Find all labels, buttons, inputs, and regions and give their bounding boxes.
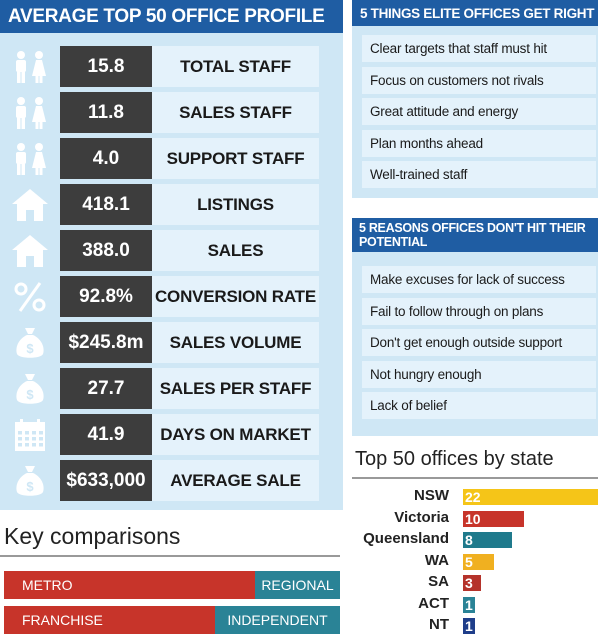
- stat-value: 92.8%: [60, 276, 152, 317]
- stat-row: 418.1 LISTINGS: [0, 184, 343, 225]
- reasons-item: Not hungry enough: [362, 360, 596, 388]
- stat-value: 41.9: [60, 414, 152, 455]
- stat-value: $633,000: [60, 460, 152, 501]
- key-comparisons-rule: [0, 555, 340, 557]
- chart-title-rule: [352, 477, 598, 479]
- elite-item: Great attitude and energy: [362, 98, 596, 125]
- independent-bar: INDEPENDENT: [215, 606, 340, 634]
- state-bar: 1: [463, 596, 475, 613]
- stat-label: AVERAGE SALE: [152, 460, 319, 501]
- stat-value: 388.0: [60, 230, 152, 271]
- stat-label: CONVERSION RATE: [152, 276, 319, 317]
- state-label: Victoria: [394, 508, 449, 526]
- elite-item: Well-trained staff: [362, 161, 596, 188]
- state-bar: 5: [463, 553, 494, 570]
- stat-row: $ 27.7 SALES PER STAFF: [0, 368, 343, 409]
- reasons-title-line2: POTENTIAL: [359, 235, 428, 249]
- stat-row: 11.8 SALES STAFF: [0, 92, 343, 133]
- elite-item: Plan months ahead: [362, 129, 596, 157]
- elite-item: Focus on customers not rivals: [362, 66, 596, 94]
- stat-label: TOTAL STAFF: [152, 46, 319, 87]
- state-label: WA: [424, 551, 449, 569]
- stat-value: 27.7: [60, 368, 152, 409]
- calendar-icon: [10, 418, 50, 452]
- stat-row: $ $633,000 AVERAGE SALE: [0, 460, 343, 501]
- people-icon: [10, 50, 50, 84]
- stat-value: 15.8: [60, 46, 152, 87]
- stat-row: 92.8% CONVERSION RATE: [0, 276, 343, 317]
- stat-label: SALES VOLUME: [152, 322, 319, 363]
- stat-row: 15.8 TOTAL STAFF: [0, 46, 343, 87]
- stat-label: LISTINGS: [152, 184, 319, 225]
- state-label: SA: [428, 573, 449, 590]
- state-bar-value: 10: [465, 510, 481, 527]
- house-icon: [10, 188, 50, 222]
- money-bag-icon: $: [10, 372, 50, 406]
- reasons-item: Lack of belief: [362, 392, 596, 419]
- state-bar: 8: [463, 532, 513, 548]
- reasons-item: Fail to follow through on plans: [362, 297, 596, 325]
- elite-item: Clear targets that staff must hit: [362, 35, 596, 62]
- state-bar: 3: [463, 575, 482, 591]
- reasons-item: Don't get enough outside support: [362, 329, 596, 356]
- metro-bar: METRO: [4, 571, 263, 599]
- stat-value: 4.0: [60, 138, 152, 179]
- stat-label: SUPPORT STAFF: [152, 138, 319, 179]
- reasons-title-line1: 5 REASONS OFFICES DON'T HIT THEIR: [359, 221, 586, 235]
- svg-text:$: $: [26, 387, 34, 402]
- state-label: NSW: [414, 487, 449, 504]
- people-icon: [10, 142, 50, 176]
- key-comparisons-title: Key comparisons: [4, 523, 181, 549]
- stat-row: 4.0 SUPPORT STAFF: [0, 138, 343, 179]
- house-icon: [10, 234, 50, 268]
- state-bar-value: 22: [465, 489, 481, 505]
- stat-row: $ $245.8m SALES VOLUME: [0, 322, 343, 363]
- state-bar-value: 3: [465, 575, 473, 591]
- percent-icon: [10, 280, 50, 314]
- regional-bar: REGIONAL: [255, 571, 340, 599]
- stat-row: 41.9 DAYS ON MARKET: [0, 414, 343, 455]
- state-bar-value: 8: [465, 532, 473, 548]
- state-bar: 22: [463, 489, 598, 505]
- stat-label: SALES: [152, 230, 319, 271]
- state-bar-value: 5: [465, 553, 473, 570]
- svg-text:$: $: [26, 341, 34, 356]
- stat-label: DAYS ON MARKET: [152, 414, 319, 455]
- reasons-panel-title: 5 REASONS OFFICES DON'T HIT THEIR POTENT…: [352, 218, 598, 252]
- franchise-bar: FRANCHISE: [4, 606, 224, 634]
- stat-label: SALES PER STAFF: [152, 368, 319, 409]
- state-bar: 10: [463, 510, 525, 527]
- stat-value: 11.8: [60, 92, 152, 133]
- svg-text:$: $: [26, 479, 34, 494]
- state-label: Queensland: [363, 530, 449, 547]
- elite-panel-title: 5 THINGS ELITE OFFICES GET RIGHT: [352, 0, 598, 26]
- office-profile-title: AVERAGE TOP 50 OFFICE PROFILE: [0, 0, 343, 33]
- stat-label: SALES STAFF: [152, 92, 319, 133]
- people-icon: [10, 96, 50, 130]
- state-bar-value: 1: [465, 618, 473, 634]
- stat-row: 388.0 SALES: [0, 230, 343, 271]
- stat-value: $245.8m: [60, 322, 152, 363]
- money-bag-icon: $: [10, 326, 50, 360]
- stat-value: 418.1: [60, 184, 152, 225]
- state-bar: 1: [463, 618, 475, 634]
- money-bag-icon: $: [10, 464, 50, 498]
- reasons-item: Make excuses for lack of success: [362, 266, 596, 293]
- state-bar-value: 1: [465, 596, 473, 613]
- state-label: ACT: [418, 594, 449, 612]
- state-label: NT: [429, 616, 449, 633]
- chart-title: Top 50 offices by state: [355, 448, 554, 470]
